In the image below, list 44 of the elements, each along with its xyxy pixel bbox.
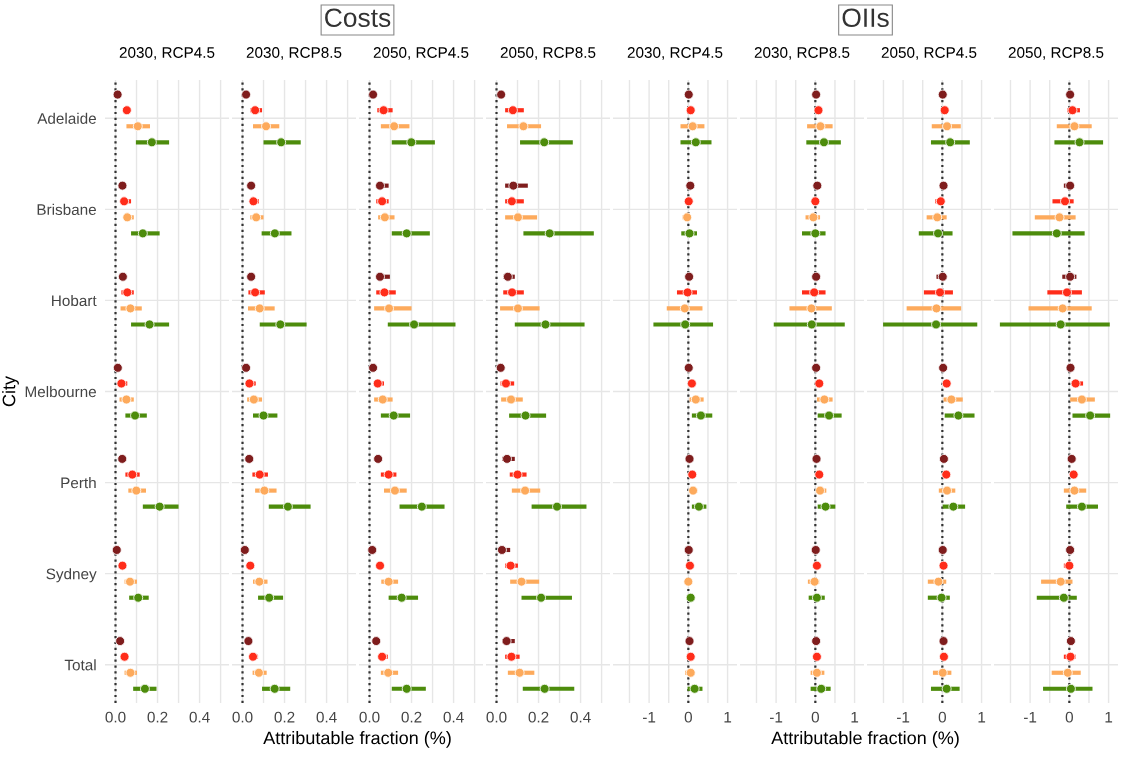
x-tick-label: -1 bbox=[769, 711, 783, 723]
chart-title: 2050, RCP8.5 bbox=[1008, 47, 1104, 60]
x-tick-label: 1 bbox=[1105, 711, 1113, 723]
x-tick-label: 1 bbox=[851, 711, 859, 723]
x-tick-label: 0.2 bbox=[401, 711, 422, 723]
chart-title: 2030, RCP8.5 bbox=[246, 47, 342, 60]
x-tick-label: 0.0 bbox=[486, 711, 507, 723]
x-tick-label: 0.4 bbox=[443, 711, 464, 723]
x-tick-label: 0 bbox=[684, 711, 692, 723]
y-tick-label: Hobart bbox=[52, 294, 97, 307]
x-tick-label: 0 bbox=[1065, 711, 1073, 723]
x-tick-label: 0.2 bbox=[274, 711, 295, 723]
x-tick-label: 0.2 bbox=[528, 711, 549, 723]
x-tick-label: 0.4 bbox=[316, 711, 337, 723]
x-tick-label: 0.2 bbox=[147, 711, 168, 723]
y-tick-label: Brisbane bbox=[37, 203, 96, 216]
text: Costs bbox=[325, 8, 391, 28]
x-tick-label: -1 bbox=[896, 711, 910, 723]
x-tick-label: 0.0 bbox=[359, 711, 380, 723]
chart-title: 2030, RCP4.5 bbox=[627, 47, 723, 60]
y-tick-label: Perth bbox=[61, 477, 96, 489]
x-tick-label: 0 bbox=[811, 711, 819, 723]
x-axis-title: Attributable fraction (%) bbox=[771, 731, 959, 748]
x-axis-title: Attributable fraction (%) bbox=[263, 731, 451, 748]
chart-title: 2050, RCP8.5 bbox=[500, 47, 596, 60]
x-tick-label: -1 bbox=[642, 711, 656, 723]
x-tick-label: 1 bbox=[724, 711, 732, 723]
y-tick-label: Sydney bbox=[46, 568, 97, 583]
x-tick-label: 1 bbox=[978, 711, 986, 723]
y-tick-label: Total bbox=[64, 659, 96, 671]
chart-title: 2050, RCP4.5 bbox=[881, 47, 977, 60]
x-tick-label: 0.4 bbox=[570, 711, 591, 723]
chart-title: 2030, RCP8.5 bbox=[754, 47, 850, 60]
text: OIIs bbox=[842, 8, 889, 28]
x-tick-label: -1 bbox=[1023, 711, 1037, 723]
chart-title: 2050, RCP4.5 bbox=[373, 47, 469, 60]
chart-title: 2030, RCP4.5 bbox=[119, 47, 215, 60]
y-axis-title: City bbox=[2, 375, 19, 407]
x-tick-label: 0.0 bbox=[232, 711, 253, 723]
y-tick-label: Adelaide bbox=[37, 112, 96, 124]
x-tick-label: 0 bbox=[938, 711, 946, 723]
y-tick-label: Melbourne bbox=[25, 385, 96, 398]
x-tick-label: 0.0 bbox=[105, 711, 126, 723]
x-tick-label: 0.4 bbox=[189, 711, 210, 723]
